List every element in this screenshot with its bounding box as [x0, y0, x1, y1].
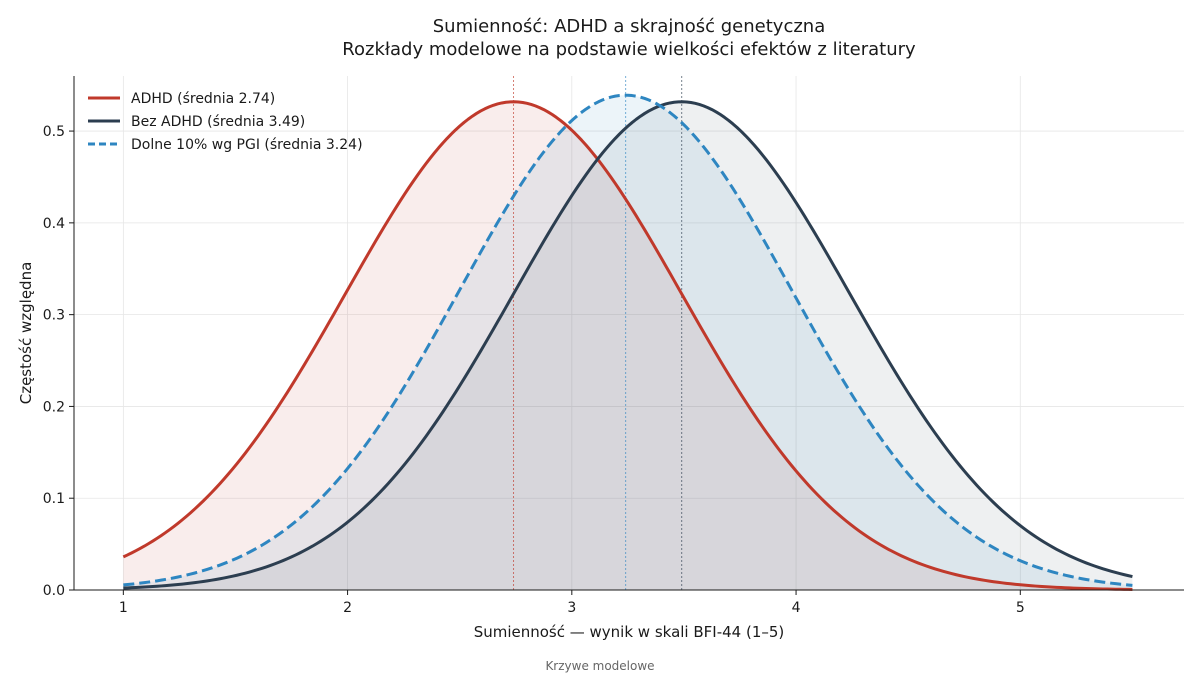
series-fill-0 [123, 101, 1133, 590]
x-axis-label: Sumienność — wynik w skali BFI-44 (1–5) [474, 623, 785, 641]
x-ticks: 1 2 3 4 5 [119, 590, 1025, 616]
legend-label-1: Bez ADHD (średnia 3.49) [131, 114, 305, 130]
y-tick-label-4: 0.4 [43, 216, 65, 232]
mean-lines [513, 76, 683, 590]
series-line-1 [123, 100, 1133, 590]
series-fill-1 [123, 101, 1133, 590]
legend-label-2: Dolne 10% wg PGI (średnia 3.24) [131, 137, 363, 153]
series-fills [123, 95, 1133, 591]
x-tick-label-0: 1 [119, 600, 128, 616]
y-tick-label-1: 0.1 [43, 491, 65, 507]
y-ticks: 0.0 0.1 0.2 0.3 0.4 0.5 [43, 124, 74, 599]
x-tick-label-3: 4 [792, 600, 801, 616]
series-line-0 [122, 100, 1133, 591]
y-tick-label-3: 0.3 [43, 308, 65, 324]
y-tick-label-5: 0.5 [43, 124, 65, 140]
y-axis-label: Częstość względna [17, 262, 35, 405]
x-tick-label-4: 5 [1016, 600, 1025, 616]
x-tick-label-2: 3 [567, 600, 576, 616]
y-tick-label-0: 0.0 [43, 583, 65, 599]
y-tick-label-2: 0.2 [43, 399, 65, 415]
legend: ADHD (średnia 2.74) Bez ADHD (średnia 3.4… [88, 91, 363, 153]
series-line-2 [123, 93, 1133, 587]
chart-title: Sumienność: ADHD a skrajność genetyczna [433, 16, 826, 37]
footer-note: Krzywe modelowe [545, 659, 654, 673]
series-lines [122, 93, 1133, 591]
chart-subtitle: Rozkłady modelowe na podstawie wielkości… [342, 39, 916, 60]
series-fill-2 [123, 95, 1133, 591]
legend-label-0: ADHD (średnia 2.74) [131, 91, 275, 107]
x-tick-label-1: 2 [343, 600, 352, 616]
